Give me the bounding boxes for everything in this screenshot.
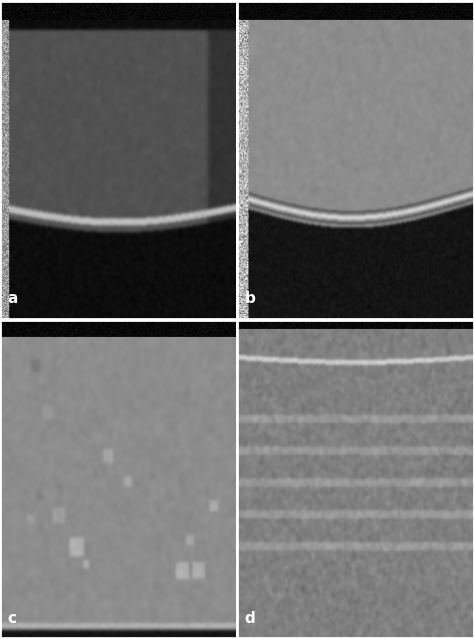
Text: d: d <box>245 611 255 626</box>
Text: c: c <box>8 611 17 626</box>
Text: a: a <box>8 291 18 306</box>
Text: b: b <box>245 291 255 306</box>
